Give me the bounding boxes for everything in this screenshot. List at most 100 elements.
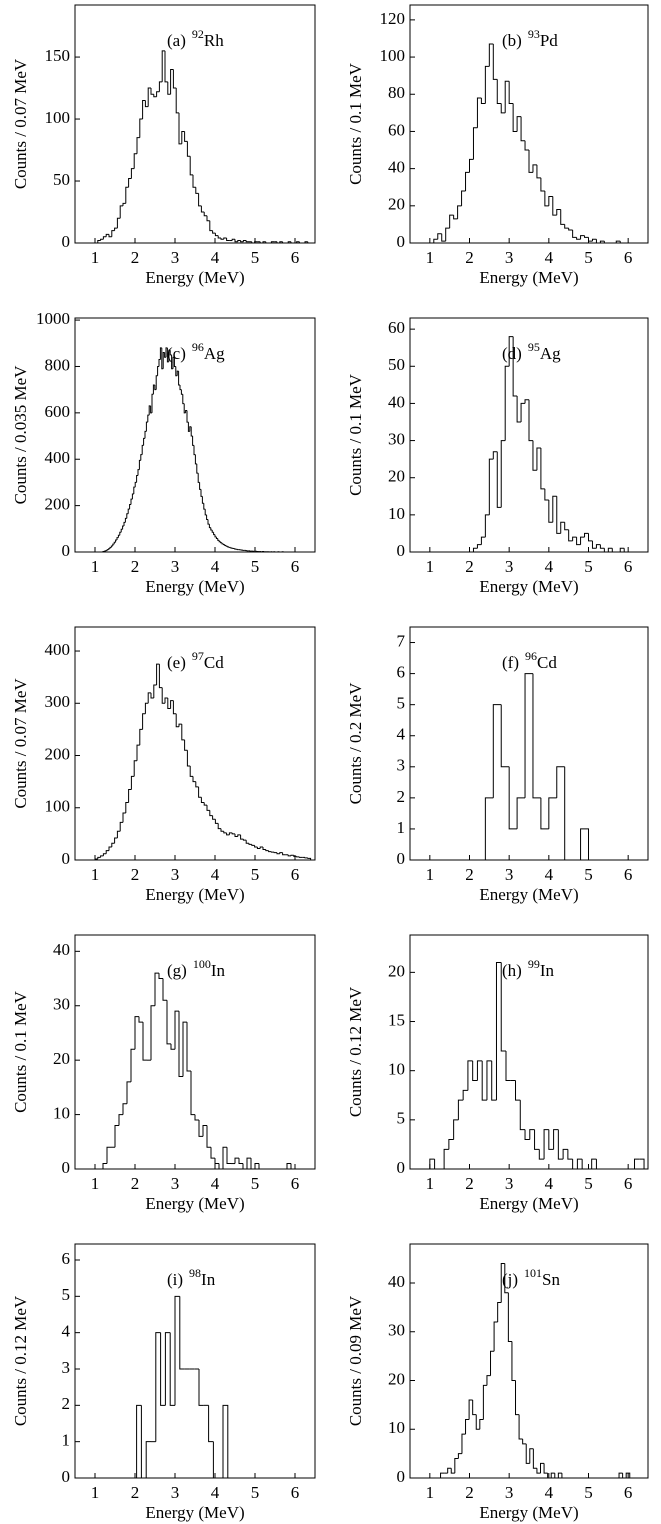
histogram-bin bbox=[129, 503, 131, 510]
histogram-bin bbox=[540, 797, 549, 830]
histogram-bin bbox=[611, 548, 617, 553]
histogram-bin bbox=[160, 1332, 166, 1406]
histogram-bin bbox=[108, 548, 110, 550]
y-tick-label: 40 bbox=[388, 158, 405, 177]
histogram-bin bbox=[532, 164, 537, 173]
histogram-bin bbox=[576, 537, 581, 546]
x-tick-label: 3 bbox=[505, 248, 514, 267]
histogram-bin bbox=[189, 156, 193, 176]
histogram-bin bbox=[182, 394, 185, 405]
histogram-bin bbox=[532, 1448, 537, 1469]
histogram-bin bbox=[184, 739, 188, 751]
x-tick-label: 2 bbox=[131, 557, 140, 576]
y-tick-label: 3 bbox=[397, 756, 406, 775]
y-tick-label: 1000 bbox=[36, 309, 70, 328]
histogram-bin bbox=[102, 236, 107, 240]
histogram-bin bbox=[203, 802, 207, 806]
histogram-bin bbox=[97, 240, 101, 243]
histogram-bin bbox=[488, 43, 494, 67]
histogram-bin bbox=[486, 1375, 491, 1386]
histogram-bin bbox=[476, 544, 482, 549]
histogram-bin bbox=[580, 536, 585, 545]
histogram-bin bbox=[158, 81, 163, 92]
y-tick-label: 800 bbox=[45, 355, 71, 374]
y-tick-label: 50 bbox=[388, 355, 405, 374]
histogram-bin bbox=[222, 1146, 227, 1169]
panel-letter: (d) bbox=[502, 344, 522, 363]
x-tick-label: 6 bbox=[624, 1174, 633, 1193]
histogram-bin bbox=[298, 856, 303, 858]
x-tick-label: 5 bbox=[251, 1483, 260, 1502]
mass-number: 93 bbox=[528, 27, 540, 41]
histogram-bin bbox=[161, 687, 165, 704]
histogram-bin bbox=[484, 65, 490, 104]
histogram-bin bbox=[174, 1010, 179, 1050]
y-tick-label: 20 bbox=[388, 195, 405, 214]
histogram-bin bbox=[500, 103, 506, 114]
x-axis-label: Energy (MeV) bbox=[479, 885, 578, 904]
y-axis-label: Counts / 0.12 MeV bbox=[11, 1295, 30, 1426]
histogram-bin bbox=[126, 1081, 131, 1104]
x-tick-label: 4 bbox=[545, 865, 554, 884]
mass-number: 97 bbox=[192, 649, 204, 663]
histogram-bin bbox=[588, 237, 593, 242]
histogram-bin bbox=[198, 1368, 204, 1406]
histogram-bin bbox=[147, 414, 150, 423]
histogram-bin bbox=[164, 697, 168, 704]
histogram-bin bbox=[212, 1441, 219, 1479]
histogram-bin bbox=[448, 1139, 454, 1150]
histogram-bin bbox=[472, 547, 478, 552]
histogram-bin bbox=[248, 843, 252, 845]
histogram-bin bbox=[166, 1000, 171, 1045]
histogram-bin bbox=[536, 164, 541, 179]
histogram-bin bbox=[240, 834, 244, 840]
histogram-bin bbox=[220, 238, 224, 240]
histogram-bin bbox=[615, 240, 621, 243]
histogram-bin bbox=[130, 1048, 135, 1082]
histogram-bin bbox=[231, 832, 235, 835]
histogram-bin bbox=[500, 1263, 505, 1303]
histogram-bin bbox=[133, 153, 137, 169]
y-tick-label: 0 bbox=[397, 1158, 406, 1177]
histogram-bin bbox=[176, 370, 179, 376]
x-tick-label: 6 bbox=[291, 557, 300, 576]
x-tick-label: 3 bbox=[505, 557, 514, 576]
mass-number: 96 bbox=[525, 649, 537, 663]
histogram-bin bbox=[203, 212, 207, 217]
element-symbol: In bbox=[540, 961, 555, 980]
histogram-bin bbox=[457, 1099, 464, 1120]
x-tick-label: 2 bbox=[465, 865, 474, 884]
histogram-bin bbox=[169, 350, 172, 356]
x-tick-label: 6 bbox=[291, 865, 300, 884]
histogram-bin bbox=[192, 776, 196, 783]
histogram-bin bbox=[595, 1159, 602, 1170]
panel-letter: (a) bbox=[167, 31, 186, 50]
histogram-bin bbox=[520, 116, 526, 142]
panel-letter: (b) bbox=[502, 31, 522, 50]
histogram-bin bbox=[572, 229, 577, 238]
histogram-bin bbox=[140, 1405, 147, 1479]
x-axis-label: Energy (MeV) bbox=[145, 268, 244, 287]
x-tick-label: 6 bbox=[624, 865, 633, 884]
y-axis-label: Counts / 0.07 MeV bbox=[11, 678, 30, 809]
histogram-bin bbox=[429, 1158, 435, 1169]
histogram-bin bbox=[512, 103, 518, 132]
histogram-bin bbox=[144, 100, 149, 108]
histogram-bin bbox=[588, 533, 593, 542]
histogram-bin bbox=[214, 1158, 219, 1165]
histogram-bin bbox=[254, 845, 258, 848]
histogram-bin bbox=[105, 850, 109, 854]
histogram-bin bbox=[508, 766, 518, 830]
histogram-bin bbox=[100, 238, 104, 241]
y-tick-label: 1 bbox=[62, 1431, 71, 1450]
histogram-bin bbox=[131, 493, 134, 500]
histogram-bin bbox=[200, 797, 205, 804]
y-tick-label: 100 bbox=[45, 108, 71, 127]
y-axis-label: Counts / 0.035 MeV bbox=[11, 365, 30, 505]
y-tick-label: 300 bbox=[45, 692, 71, 711]
histogram-bin bbox=[481, 1060, 487, 1101]
histogram-bin bbox=[258, 1163, 263, 1170]
y-tick-label: 40 bbox=[53, 940, 70, 959]
histogram-bin bbox=[457, 205, 462, 219]
histogram-bin bbox=[234, 833, 238, 837]
